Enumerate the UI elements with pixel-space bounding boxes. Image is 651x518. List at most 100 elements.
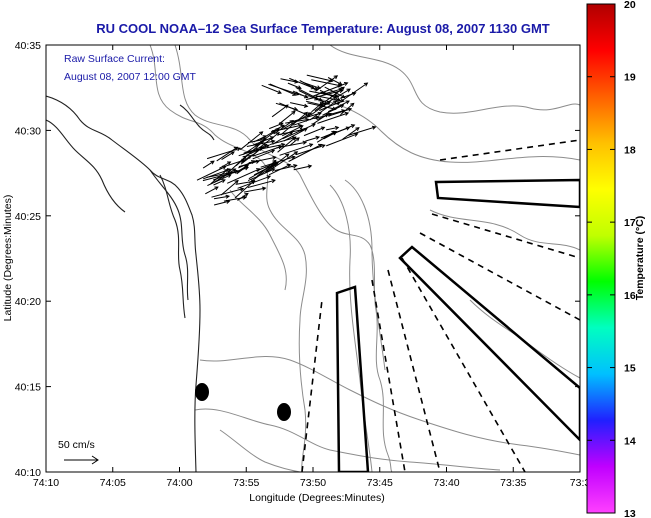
current-vector — [260, 130, 276, 141]
current-vector-head — [345, 126, 351, 131]
current-vector — [279, 102, 311, 117]
current-vector-head — [313, 86, 319, 91]
current-vector — [213, 168, 236, 183]
current-vector-head — [338, 81, 343, 86]
coastline — [46, 95, 215, 472]
surface-current-vectors — [196, 74, 377, 206]
current-vector — [347, 126, 376, 136]
current-vector-head — [291, 155, 296, 160]
coastline-path — [46, 95, 201, 472]
current-vector — [253, 136, 274, 146]
colorbar-label: Temperature (°C) — [634, 216, 646, 301]
radar-beam-lines — [301, 139, 580, 472]
current-vector — [252, 145, 282, 157]
current-vector — [292, 90, 308, 99]
x-tick-label: 73:55 — [233, 477, 259, 489]
current-vector — [213, 200, 230, 206]
current-vector-head — [329, 78, 334, 83]
coastline-path — [179, 104, 215, 141]
current-vector-head — [277, 145, 283, 150]
current-vector-head — [346, 88, 351, 93]
current-vector — [289, 77, 315, 89]
current-vector — [202, 160, 215, 169]
current-vector-head — [371, 125, 377, 130]
current-vector — [196, 166, 226, 181]
current-vector-head — [338, 87, 344, 92]
current-vector-head — [289, 119, 294, 125]
current-vector — [216, 146, 238, 162]
current-vector — [248, 161, 279, 180]
current-vector — [247, 179, 276, 188]
current-vector — [325, 126, 339, 131]
beam-line — [419, 232, 580, 321]
current-vector — [303, 126, 325, 137]
current-vector — [311, 79, 342, 87]
y-axis-ticks: 40:35 40:30 40:25 40:20 40:15 40:10 — [15, 40, 580, 479]
current-vector-head — [309, 143, 314, 148]
current-vector — [223, 196, 247, 202]
y-tick-label: 40:30 — [15, 125, 41, 137]
current-vector — [259, 132, 280, 148]
current-vector-head — [293, 164, 298, 169]
current-vector-head — [293, 151, 299, 156]
current-vector-head — [239, 187, 245, 192]
current-vector-head — [286, 163, 292, 168]
colorbar-ticks: 20 19 18 17 16 15 14 13 — [587, 0, 636, 518]
x-tick-label: 73:40 — [433, 477, 459, 489]
current-vector — [326, 133, 358, 147]
current-vector-head — [317, 111, 322, 116]
x-tick-label: 74:05 — [100, 477, 126, 489]
beam-line — [387, 269, 441, 472]
x-tick-label: 74:00 — [166, 477, 192, 489]
y-axis-label: Latitude (Degrees:Minutes) — [2, 195, 14, 322]
current-vector-head — [307, 112, 313, 117]
colorbar-tick-label: 13 — [624, 508, 636, 518]
plot-area — [46, 45, 580, 472]
current-vector-head — [295, 137, 300, 142]
current-vector-head — [293, 106, 299, 111]
current-vector-head — [227, 161, 232, 166]
current-vector — [270, 124, 285, 133]
scale-arrow-icon — [64, 455, 99, 465]
contour-line — [229, 189, 287, 291]
current-vector-head — [340, 98, 345, 103]
current-vector — [311, 101, 324, 113]
current-vector — [289, 137, 300, 146]
current-vector-head — [315, 135, 321, 140]
x-tick-label: 74:10 — [33, 477, 59, 489]
coastline-path — [46, 119, 126, 213]
contour-line — [329, 45, 580, 114]
current-vector-head — [311, 123, 316, 128]
y-tick-label: 40:35 — [15, 40, 41, 52]
contour-line — [429, 209, 580, 251]
station-marker — [195, 383, 209, 401]
current-vector — [313, 96, 330, 105]
current-vector — [309, 100, 337, 121]
current-vector — [279, 143, 313, 156]
current-vector — [221, 151, 235, 161]
current-vector — [317, 112, 349, 124]
current-vector — [342, 127, 360, 140]
colorbar-tick-label: 20 — [624, 0, 636, 11]
current-vector — [282, 123, 316, 140]
current-vector-head — [307, 164, 313, 169]
current-vector-head — [271, 178, 276, 184]
current-vector — [307, 102, 336, 110]
contour-line — [199, 356, 580, 456]
current-vector-head — [270, 139, 276, 144]
current-vector-head — [355, 127, 360, 132]
current-vector-head — [222, 165, 227, 170]
current-vector — [234, 180, 255, 199]
annotation-line-1: Raw Surface Current: — [64, 53, 165, 65]
current-vector-head — [295, 91, 300, 96]
current-vector — [249, 164, 275, 184]
beam-outline — [398, 245, 580, 442]
x-tick-label: 73:45 — [367, 477, 393, 489]
current-vector — [248, 143, 285, 152]
current-vector — [306, 74, 333, 82]
current-vector — [205, 186, 219, 195]
y-tick-label: 40:20 — [15, 296, 41, 308]
current-vector-head — [259, 131, 264, 136]
current-vector-head — [262, 143, 268, 148]
